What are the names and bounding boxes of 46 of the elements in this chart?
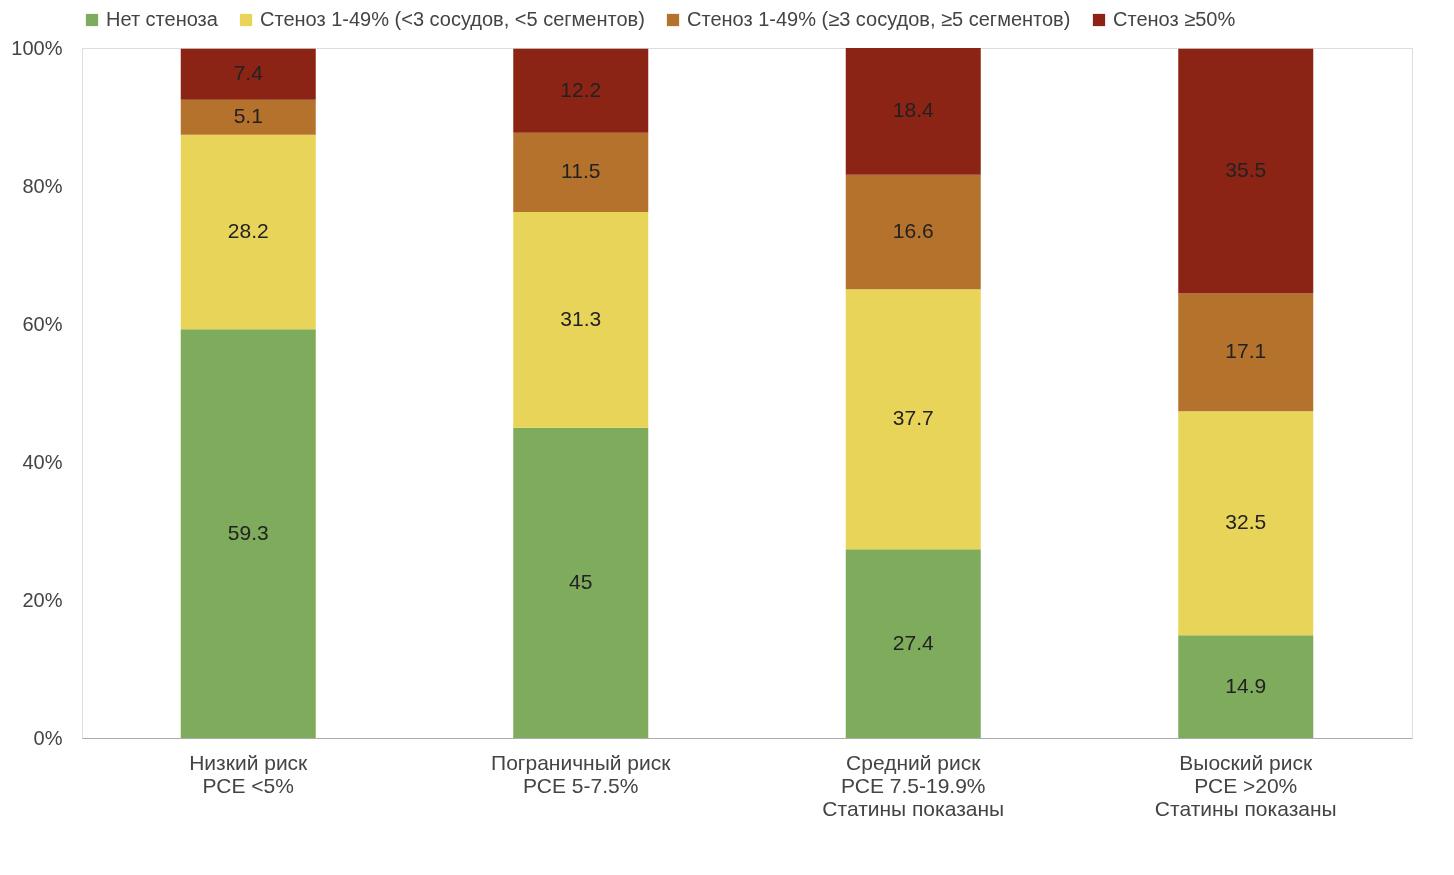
legend-label: Стеноз 1-49% (<3 сосудов, <5 сегментов) — [260, 8, 645, 30]
bar — [845, 289, 981, 550]
bar — [513, 48, 649, 133]
bar — [180, 48, 316, 100]
bar — [180, 134, 316, 330]
data-label: 18.4 — [892, 98, 935, 122]
bar — [180, 99, 316, 135]
data-label: 35.5 — [1225, 158, 1267, 182]
bar — [845, 549, 981, 738]
data-label: 31.3 — [560, 306, 602, 330]
bar — [1178, 411, 1314, 636]
x-tick-label: Средний риск РСЕ 7.5-19.9% Статины показаны — [822, 750, 1005, 820]
y-tick-label: 60% — [22, 312, 63, 335]
data-label: 45 — [569, 569, 593, 593]
data-label: 32.5 — [1225, 510, 1267, 534]
bar — [513, 427, 649, 738]
data-label: 5.1 — [233, 104, 263, 128]
bar — [180, 329, 316, 738]
bar — [1178, 293, 1314, 412]
data-label: 12.2 — [560, 77, 602, 101]
y-tick-label: 20% — [22, 588, 63, 611]
y-tick-label: 100% — [11, 37, 63, 60]
x-tick-label: Выоский риск РСЕ >20% Статины показаны — [1154, 750, 1337, 820]
data-label: 17.1 — [1225, 339, 1267, 363]
bar — [1178, 635, 1314, 738]
data-label: 11.5 — [561, 159, 601, 183]
y-tick-label: 0% — [33, 726, 63, 749]
data-label: 59.3 — [227, 520, 269, 544]
data-label: 16.6 — [892, 219, 934, 243]
data-label: 28.2 — [227, 219, 269, 243]
bar — [1178, 48, 1314, 294]
legend-label: Стеноз 1-49% (≥3 сосудов, ≥5 сегментов) — [687, 8, 1071, 30]
legend-label: Нет стеноза — [106, 8, 219, 30]
y-tick-label: 80% — [22, 175, 63, 198]
y-tick-label: 40% — [22, 450, 63, 473]
data-label: 14.9 — [1225, 673, 1267, 697]
bar — [513, 132, 649, 213]
data-label: 7.4 — [233, 61, 264, 85]
bar — [513, 212, 649, 428]
x-tick-label: Низкий риск РСЕ <5% — [189, 750, 309, 797]
legend-label: Стеноз ≥50% — [1113, 8, 1236, 30]
bar — [845, 48, 981, 175]
data-label: 27.4 — [892, 630, 935, 654]
data-label: 37.7 — [892, 406, 934, 430]
bar — [845, 174, 981, 290]
x-tick-label: Пограничный риск РСЕ 5-7.5% — [491, 750, 672, 797]
